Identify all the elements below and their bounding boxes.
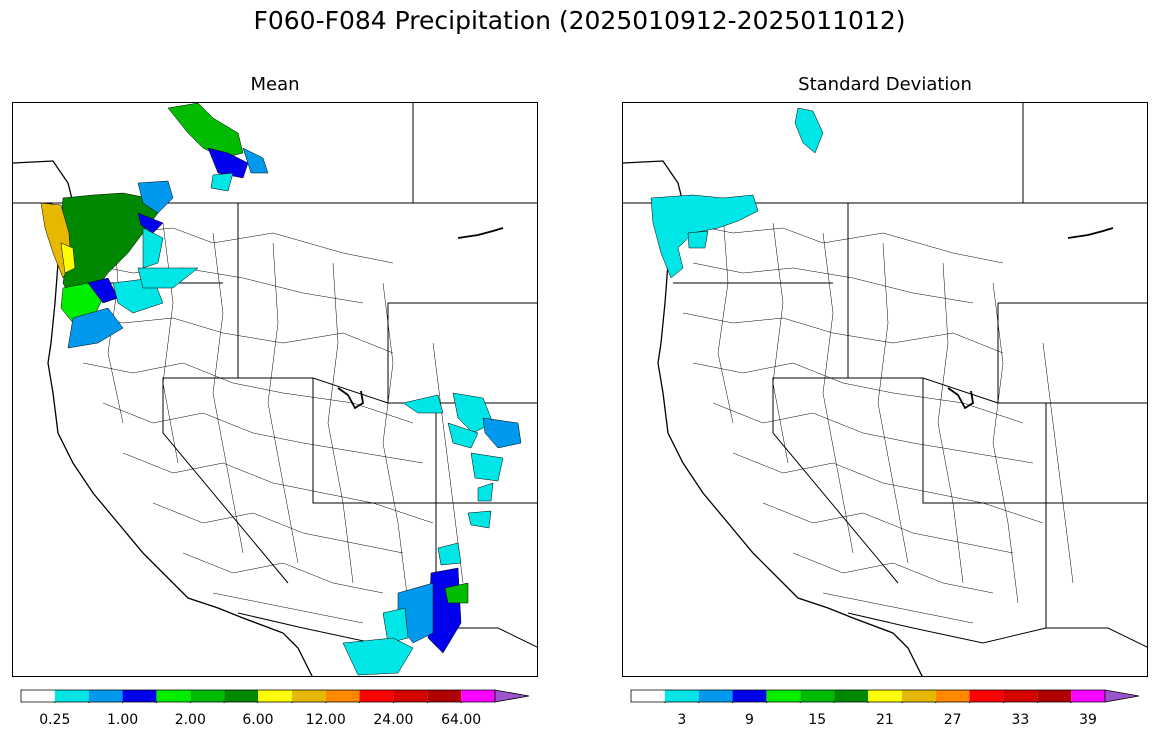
basin-boundaries (682, 212, 1074, 624)
colorbar-tick-label: 64.00 (441, 712, 482, 728)
std-map-panel (622, 102, 1148, 677)
colorbar-tick-label: 2.00 (174, 712, 206, 728)
colorbar-tick-label: 21 (876, 712, 894, 728)
colorbar-segment (698, 690, 733, 702)
colorbar-tick-label: 27 (943, 712, 962, 728)
colorbar-segment (1003, 690, 1038, 702)
figure-title: F060-F084 Precipitation (2025010912-2025… (253, 6, 906, 35)
colorbar-segment (732, 690, 767, 702)
mean-colorbar (20, 689, 530, 703)
colorbar-tick-label: 0.25 (39, 712, 71, 728)
colorbar-segment (461, 690, 495, 702)
colorbar-segment (190, 690, 225, 702)
colorbar-segment (800, 690, 835, 702)
great-salt-lake (947, 387, 974, 410)
colorbar-segment (1037, 690, 1072, 702)
colorbar-segment (156, 690, 191, 702)
std-colorbar (630, 689, 1140, 703)
colorbar-tick-label: 6.00 (242, 712, 274, 728)
colorbar-segment (393, 690, 428, 702)
colorbar-segment (901, 690, 936, 702)
colorbar-segment (122, 690, 157, 702)
colorbar-tick-label: 1.00 (106, 712, 139, 728)
mean-map (13, 103, 537, 676)
colorbar-tick-label: 9 (745, 712, 754, 728)
colorbar-segment (1071, 690, 1105, 702)
border-lines (13, 103, 537, 648)
lake-mark-north (457, 227, 504, 239)
colorbar-segment (969, 690, 1004, 702)
colorbar-segment (766, 690, 801, 702)
std-precip-fill (650, 107, 824, 279)
colorbar-segment (291, 690, 326, 702)
great-salt-lake (337, 387, 364, 410)
colorbar-extend-arrow (494, 689, 530, 703)
colorbar-segment (664, 690, 699, 702)
mean-panel-title: Mean (250, 74, 300, 95)
colorbar-tick-label: 33 (1011, 712, 1030, 728)
lake-mark-north (1067, 227, 1114, 239)
colorbar-segment (631, 690, 665, 702)
std-panel-title: Standard Deviation (798, 74, 972, 95)
colorbar-segment (54, 690, 89, 702)
colorbar-tick-label: 12.00 (305, 712, 346, 728)
colorbar-segment (427, 690, 462, 702)
basin-boundaries (72, 212, 464, 624)
mean-map-panel (12, 102, 538, 677)
colorbar-segment (834, 690, 868, 702)
colorbar-tick-label: 24.00 (373, 712, 414, 728)
colorbar-segment (325, 690, 360, 702)
colorbar-tick-label: 39 (1079, 712, 1097, 728)
mean-precip-fill (40, 103, 522, 676)
colorbar-segment (359, 690, 394, 702)
std-map (623, 103, 1147, 676)
colorbar-tick-label: 15 (808, 712, 827, 728)
colorbar-tick-label: 3 (677, 712, 687, 728)
colorbar-segment (868, 690, 902, 702)
colorbar-extend-arrow (1104, 689, 1140, 703)
colorbar-segment (935, 690, 970, 702)
border-lines (623, 103, 1147, 648)
colorbar-segment (21, 690, 55, 702)
colorbar-segment (224, 690, 258, 702)
colorbar-segment (258, 690, 292, 702)
colorbar-segment (88, 690, 123, 702)
